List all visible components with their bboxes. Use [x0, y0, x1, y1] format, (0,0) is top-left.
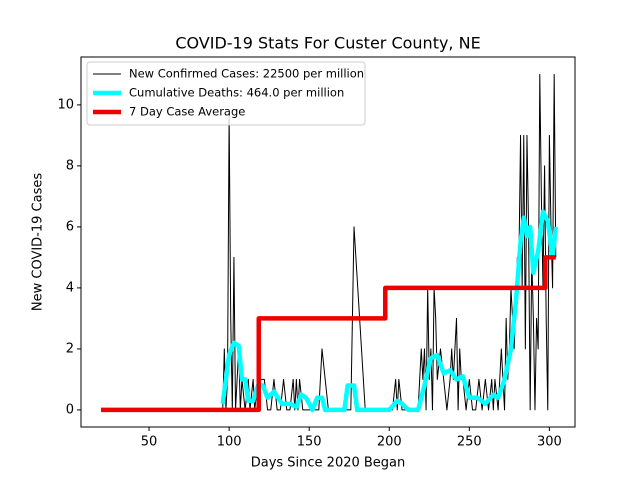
y-tick-label: 8: [66, 158, 74, 173]
plot-frame: [80, 56, 576, 428]
x-tick-label: 50: [141, 435, 158, 450]
series-line: [220, 209, 559, 413]
y-tick-label: 2: [66, 341, 74, 356]
legend-label: Cumulative Deaths: 464.0 per million: [129, 86, 344, 100]
chart-title: COVID-19 Stats For Custer County, NE: [175, 34, 480, 53]
y-tick-label: 0: [66, 402, 74, 417]
legend-label: 7 Day Case Average: [129, 105, 245, 119]
x-tick-label: 300: [537, 435, 562, 450]
series-line: [222, 73, 557, 411]
x-tick-label: 200: [377, 435, 402, 450]
y-tick-label: 10: [57, 97, 74, 112]
y-axis-label: New COVID-19 Cases: [31, 173, 46, 311]
legend-box: [86, 61, 366, 126]
x-tick-label: 100: [217, 435, 242, 450]
x-tick-label: 150: [297, 435, 322, 450]
y-tick-label: 6: [66, 219, 74, 234]
x-tick-label: 250: [457, 435, 482, 450]
x-axis-label: Days Since 2020 Began: [251, 456, 406, 471]
series-line: [101, 255, 556, 413]
legend-label: New Confirmed Cases: 22500 per million: [129, 67, 364, 81]
y-tick-label: 4: [66, 280, 74, 295]
